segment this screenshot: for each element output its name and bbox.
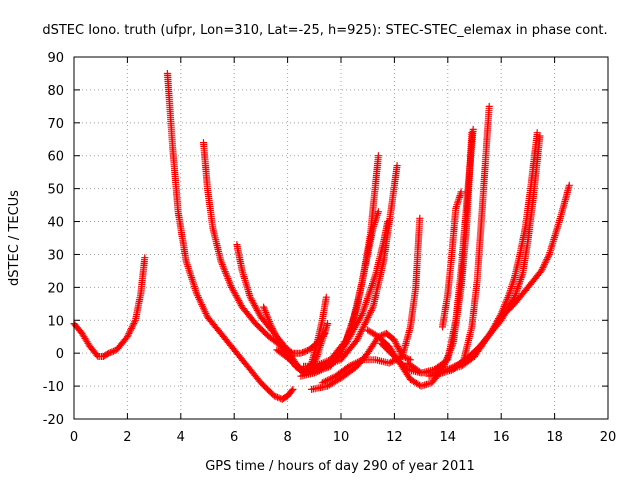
plot-frame xyxy=(73,56,609,420)
x-tick-label: 16 xyxy=(493,430,510,445)
y-tick-label: 60 xyxy=(47,150,64,165)
series-markers xyxy=(302,162,401,374)
y-tick-label: -20 xyxy=(43,413,64,428)
y-tick-label: 40 xyxy=(47,216,64,231)
axes: 0 2 4 6 8 10 12 14 16 18 20 -20 -10 0 10 20 30 40 50 60 70 80… xyxy=(43,51,617,445)
y-tick-label: 50 xyxy=(47,183,64,198)
series-markers xyxy=(318,214,424,387)
y-tick-label: 20 xyxy=(47,281,64,296)
series-markers xyxy=(425,102,493,380)
series-arc-18 xyxy=(439,188,465,331)
series-arc-14 xyxy=(404,181,573,377)
series-arc-1 xyxy=(70,254,149,360)
x-tick-label: 20 xyxy=(600,430,617,445)
y-tick-label: 90 xyxy=(47,51,64,66)
series-markers xyxy=(377,125,477,377)
series-arc-11 xyxy=(318,214,424,387)
y-tick-label: 30 xyxy=(47,248,64,263)
x-tick-label: 12 xyxy=(386,430,403,445)
y-tick-label: 0 xyxy=(56,347,64,362)
x-tick-label: 2 xyxy=(123,430,131,445)
y-tick-label: -10 xyxy=(43,380,64,395)
series-markers xyxy=(465,129,541,360)
x-tick-label: 4 xyxy=(177,430,185,445)
x-tick-label: 0 xyxy=(70,430,78,445)
x-tick-label: 6 xyxy=(230,430,238,445)
y-tick-label: 80 xyxy=(47,84,64,99)
series-arc-9 xyxy=(302,162,401,374)
series-arc-15 xyxy=(425,102,493,380)
y-tick-label: 70 xyxy=(47,117,64,132)
y-tick-label: 10 xyxy=(47,314,64,329)
x-tick-label: 10 xyxy=(333,430,350,445)
series-arc-2 xyxy=(163,70,297,403)
series-arc-17 xyxy=(465,129,541,360)
chart-title: dSTEC Iono. truth (ufpr, Lon=310, Lat=-2… xyxy=(42,23,607,38)
series-markers xyxy=(439,188,465,331)
data-series xyxy=(70,70,573,403)
series-markers xyxy=(163,70,297,403)
x-axis-title: GPS time / hours of day 290 of year 2011 xyxy=(205,459,475,474)
x-tick-label: 18 xyxy=(546,430,563,445)
y-axis-title: dSTEC / TECUs xyxy=(7,190,22,286)
x-tick-label: 8 xyxy=(283,430,291,445)
series-markers xyxy=(404,181,573,377)
series-markers xyxy=(70,254,149,360)
x-tick-label: 14 xyxy=(440,430,457,445)
series-arc-13 xyxy=(377,125,477,377)
